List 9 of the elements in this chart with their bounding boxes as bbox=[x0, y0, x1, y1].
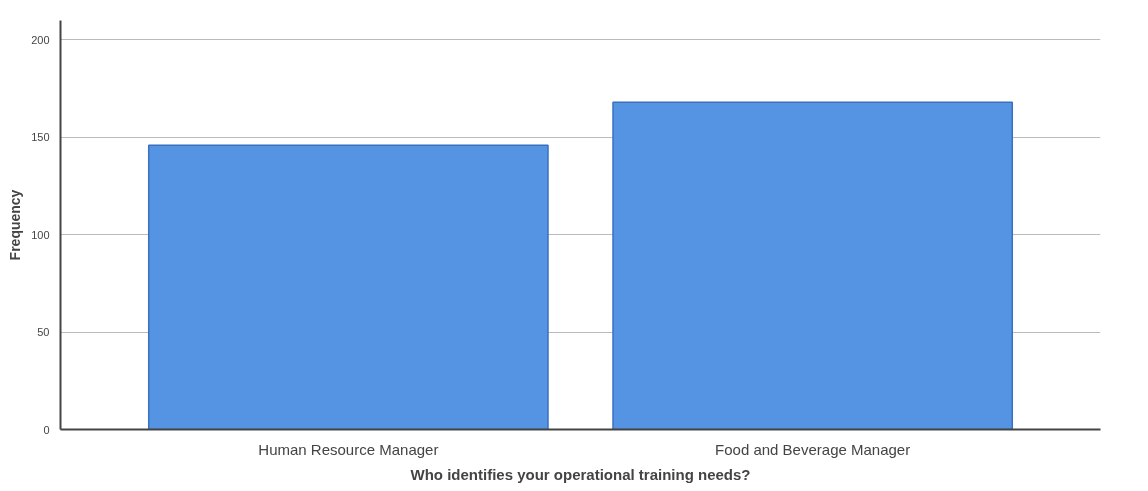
x-axis-title: Who identifies your operational training needs? bbox=[410, 465, 751, 483]
x-tick-label: Human Resource Manager bbox=[258, 440, 439, 458]
y-axis-title: Frequency bbox=[7, 189, 24, 261]
y-tick-label: 50 bbox=[37, 326, 50, 339]
y-tick-label: 200 bbox=[31, 33, 50, 46]
y-tick-label: 150 bbox=[31, 131, 50, 144]
x-tick-label: Food and Beverage Manager bbox=[715, 440, 911, 458]
y-tick-label: 100 bbox=[31, 228, 50, 241]
y-tick-label: 0 bbox=[43, 423, 50, 436]
